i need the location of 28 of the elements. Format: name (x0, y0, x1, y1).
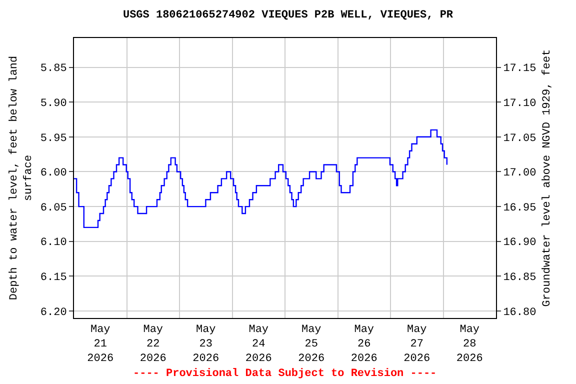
x-tick-label: May 23 2026 (192, 324, 220, 365)
y-tick-label: 5.85 (40, 63, 67, 76)
y-tick-label: 6.10 (40, 237, 67, 250)
x-tick-label: May 28 2026 (456, 324, 483, 365)
y2-tick-label: 16.90 (503, 237, 536, 250)
y2-tick-label: 16.85 (503, 272, 536, 284)
text: ---- Provisional Data Subject to Revision ---- (133, 368, 437, 380)
y-tick-label: 6.15 (40, 272, 67, 284)
y-axis-title: Depth to water level, feet below land surface (8, 56, 36, 300)
y2-tick-label: 17.00 (503, 168, 536, 180)
x-tick-label: May 27 2026 (404, 324, 430, 365)
x-tick-label: May 21 2026 (87, 324, 114, 365)
y-tick-label: 6.05 (40, 202, 67, 214)
y2-tick-label: 16.80 (503, 306, 536, 319)
y-tick-label: 5.90 (40, 98, 67, 110)
y-tick-label: 6.20 (40, 306, 67, 319)
y-tick-label: 5.95 (40, 132, 67, 145)
x-tick-label: May 25 2026 (298, 324, 325, 365)
chart-title: USGS 180621065274902 VIEQUES P2B WELL, VIEQUES, PR (122, 9, 454, 22)
y2-tick-label: 16.95 (503, 202, 536, 214)
x-tick-label: May 22 2026 (140, 324, 166, 365)
x-tick-label: May 24 2026 (245, 324, 272, 365)
y2-tick-label: 17.10 (503, 98, 536, 110)
y2-axis-title: Groundwater level above NGVD 1929, feet (541, 49, 554, 307)
y2-tick-label: 17.15 (503, 63, 536, 76)
y2-tick-label: 17.05 (503, 132, 536, 145)
x-tick-label: May 26 2026 (350, 324, 378, 365)
y-tick-label: 6.00 (40, 168, 67, 180)
